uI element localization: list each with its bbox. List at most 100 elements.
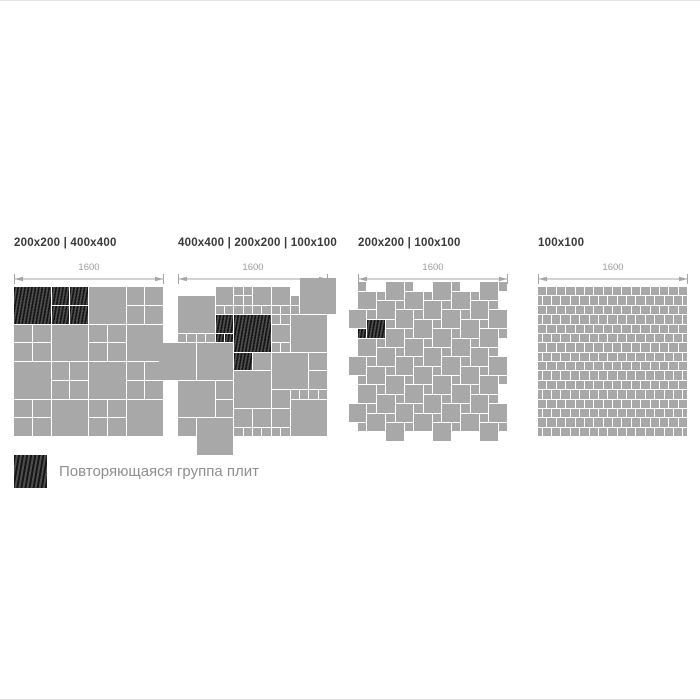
tile <box>470 301 489 319</box>
repeating-group-swatch-icon <box>14 455 47 488</box>
tile <box>608 408 617 418</box>
tile <box>627 408 636 418</box>
tile <box>552 352 561 361</box>
tile <box>271 408 290 427</box>
repeating-group-tile <box>14 287 51 324</box>
tile <box>594 418 603 427</box>
tile <box>566 380 575 390</box>
tile-board-3 <box>348 282 508 441</box>
tile <box>641 305 650 315</box>
tile <box>669 418 678 427</box>
tile <box>566 362 575 371</box>
tile <box>178 296 215 333</box>
tile <box>178 418 196 436</box>
tile <box>489 301 498 310</box>
tile <box>655 352 664 361</box>
tile <box>627 315 636 324</box>
tile <box>538 427 542 436</box>
tile <box>32 399 51 418</box>
tile <box>89 418 107 436</box>
tile <box>404 338 423 357</box>
tile <box>594 399 603 408</box>
tile <box>678 362 687 371</box>
tile <box>608 333 617 343</box>
tile-board-4 <box>538 287 688 437</box>
tile <box>622 324 631 333</box>
tile <box>659 287 669 296</box>
tile <box>650 399 659 408</box>
tile <box>299 277 337 315</box>
tile <box>126 362 145 380</box>
tile <box>575 305 584 315</box>
tile <box>178 333 187 343</box>
tile <box>669 324 678 333</box>
tile <box>433 329 451 347</box>
tile <box>589 408 598 418</box>
tile <box>552 371 561 380</box>
tile <box>631 305 641 315</box>
tile <box>538 399 547 408</box>
tile <box>566 287 575 296</box>
tile <box>145 305 163 324</box>
dimension-line <box>538 274 688 284</box>
tile <box>603 418 612 427</box>
tile <box>489 310 507 329</box>
tile <box>561 371 570 380</box>
tile <box>547 399 556 408</box>
tile <box>678 343 687 352</box>
tile <box>271 352 309 390</box>
tile <box>598 390 608 399</box>
tile <box>659 418 669 427</box>
tile <box>636 352 645 361</box>
tile <box>622 362 631 371</box>
tile <box>589 427 598 436</box>
tile <box>655 333 664 343</box>
tile <box>271 390 290 408</box>
tile <box>196 343 234 380</box>
dimension-label: 1600 <box>78 262 100 273</box>
tile <box>414 357 423 366</box>
tile <box>659 343 669 352</box>
tile <box>664 333 673 343</box>
tile <box>358 385 376 404</box>
pattern-panel-1: 200x200 | 400x400 1600 <box>14 237 164 436</box>
tile <box>584 287 594 296</box>
tile <box>442 404 461 422</box>
tile <box>603 305 612 315</box>
tile <box>234 296 243 305</box>
tile <box>479 376 498 394</box>
tile <box>627 371 636 380</box>
tile <box>538 305 547 315</box>
tile <box>650 418 659 427</box>
tile <box>470 347 489 366</box>
tile <box>271 287 290 305</box>
tile <box>584 418 594 427</box>
repeating-group-tile <box>51 287 70 305</box>
tile <box>395 301 404 310</box>
tile <box>678 418 687 427</box>
tile <box>404 291 423 310</box>
tile <box>290 315 327 352</box>
tile <box>498 329 507 338</box>
tile <box>594 343 603 352</box>
tile <box>566 418 575 427</box>
tile <box>451 329 461 338</box>
tile <box>655 390 664 399</box>
dimension-arrow-left-icon <box>358 276 367 282</box>
tile <box>664 408 673 418</box>
tile <box>617 390 627 399</box>
tile <box>608 427 617 436</box>
tile <box>442 394 451 404</box>
tile <box>678 399 687 408</box>
tile <box>669 399 678 408</box>
tile <box>641 324 650 333</box>
tile <box>570 390 580 399</box>
repeating-group-tile <box>70 287 88 305</box>
tile <box>683 408 687 418</box>
tile <box>498 376 507 385</box>
tile <box>253 352 271 371</box>
tile <box>126 287 145 305</box>
dimension-arrow-right-icon <box>155 276 164 282</box>
tile <box>281 343 290 352</box>
tile <box>271 315 281 324</box>
